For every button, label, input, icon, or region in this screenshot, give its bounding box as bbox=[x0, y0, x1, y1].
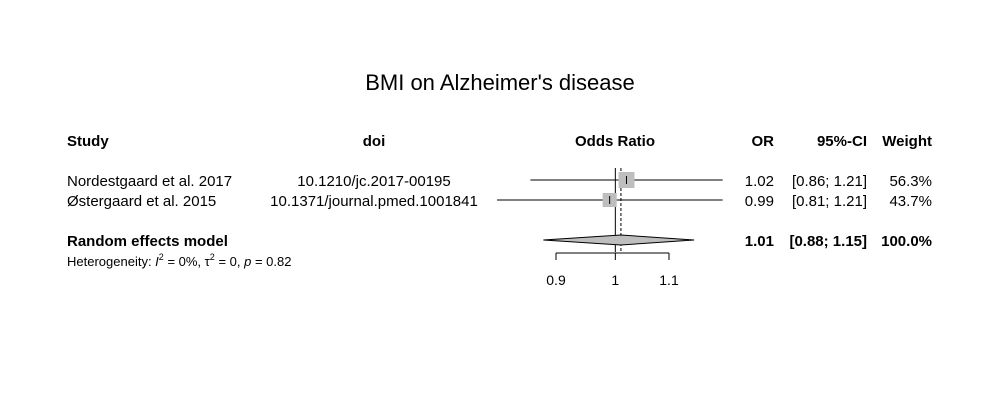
x-axis-tick-label: 1.1 bbox=[659, 272, 679, 288]
study-row-2: Østergaard et al. 2015 10.1371/journal.p… bbox=[67, 193, 932, 210]
pooled-ci: [0.88; 1.15] bbox=[789, 233, 867, 250]
study-row-1: Nordestgaard et al. 2017 10.1210/jc.2017… bbox=[67, 173, 932, 190]
study-name: Østergaard et al. 2015 bbox=[67, 193, 216, 210]
pooled-row: Random effects model 1.01 [0.88; 1.15] 1… bbox=[67, 233, 932, 250]
study-name: Nordestgaard et al. 2017 bbox=[67, 173, 232, 190]
header-doi: doi bbox=[363, 133, 386, 150]
chart-title: BMI on Alzheimer's disease bbox=[365, 70, 635, 95]
study-doi: 10.1371/journal.pmed.1001841 bbox=[270, 193, 478, 210]
x-axis-tick-label: 1 bbox=[611, 272, 619, 288]
study-weight: 56.3% bbox=[889, 173, 932, 190]
pooled-weight: 100.0% bbox=[881, 233, 932, 250]
study-ci: [0.81; 1.21] bbox=[792, 193, 867, 210]
forest-marks: 0.9 1 1.1 bbox=[497, 168, 723, 288]
pooled-diamond bbox=[543, 235, 694, 245]
study-or: 1.02 bbox=[745, 173, 774, 190]
x-axis-tick-label: 0.9 bbox=[546, 272, 566, 288]
header-ci: 95%-CI bbox=[817, 133, 867, 150]
header-study: Study bbox=[67, 133, 109, 150]
study-or: 0.99 bbox=[745, 193, 774, 210]
study-doi: 10.1210/jc.2017-00195 bbox=[297, 173, 450, 190]
study-ci: [0.86; 1.21] bbox=[792, 173, 867, 190]
header-weight: Weight bbox=[882, 133, 932, 150]
heterogeneity-text: Heterogeneity: I2 = 0%, τ2 = 0, p = 0.82 bbox=[67, 252, 291, 269]
study-weight: 43.7% bbox=[889, 193, 932, 210]
pooled-or: 1.01 bbox=[745, 233, 774, 250]
pooled-label: Random effects model bbox=[67, 233, 228, 250]
header-odds-ratio: Odds Ratio bbox=[575, 133, 655, 150]
header-or: OR bbox=[752, 133, 775, 150]
